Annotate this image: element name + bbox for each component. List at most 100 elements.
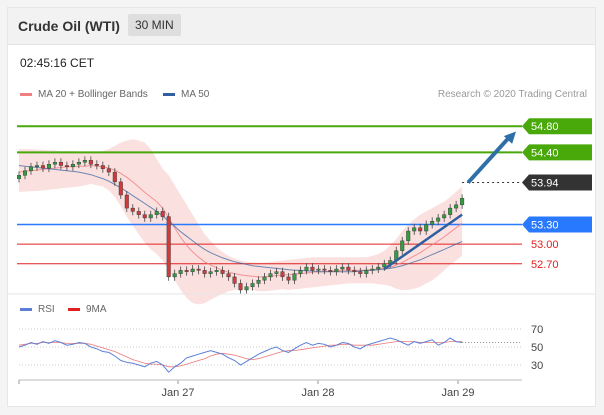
candle-body [184, 270, 189, 272]
candle-body [34, 165, 39, 168]
candle-body [196, 268, 201, 271]
level-label-54.80: 54.80 [531, 121, 559, 133]
level-label-53.30: 53.30 [531, 219, 559, 231]
candle-body [304, 266, 309, 271]
candle-body [244, 286, 249, 291]
candle-body [406, 230, 411, 242]
candle-body [40, 165, 45, 169]
ma50-swatch [163, 93, 175, 96]
rsi-line [18, 337, 463, 373]
bollinger-band [19, 139, 463, 305]
candle-body [76, 162, 81, 165]
candle-body [58, 162, 63, 166]
candle-body [364, 270, 369, 274]
candle-body [328, 270, 333, 272]
ma50-label: MA 50 [181, 89, 210, 100]
candle-body [172, 273, 177, 278]
candle-body [370, 268, 375, 271]
candle-body [352, 270, 357, 272]
candle-body [190, 268, 195, 272]
rsi-tick-label: 30 [531, 360, 543, 372]
ma20-label: MA 20 + Bollinger Bands [38, 89, 148, 100]
candle-body [298, 270, 303, 274]
level-label-52.70: 52.70 [531, 259, 559, 271]
candle-body [292, 273, 297, 281]
ma9-label: 9MA [86, 304, 107, 315]
level-label-53.00: 53.00 [531, 239, 559, 251]
candle-body [136, 211, 141, 215]
candle-body [70, 164, 75, 168]
candle-body [82, 160, 87, 163]
interval-badge[interactable]: 30 MIN [128, 14, 181, 36]
candle-body [262, 276, 267, 281]
candle-body [460, 198, 465, 206]
candle-body [118, 181, 123, 196]
candle-body [28, 166, 33, 171]
candle-body [376, 266, 381, 270]
candle-body [52, 162, 57, 165]
candle-body [142, 214, 147, 219]
rsi-ma9-line [18, 341, 463, 368]
candle-body [340, 266, 345, 270]
legend-rsi: RSI [20, 304, 55, 315]
trendline [383, 213, 463, 271]
candle-body [274, 271, 279, 274]
candle-body [220, 270, 225, 274]
candle-body [310, 266, 315, 271]
rsi-tick-label: 50 [531, 342, 543, 354]
projection-arrow-head [503, 131, 517, 144]
instrument-title: Crude Oil (WTI) [18, 18, 120, 34]
candle-body [17, 175, 22, 179]
level-tag-53.30 [522, 216, 592, 233]
candle-body [424, 224, 429, 232]
ma50-line [18, 165, 463, 273]
candle-body [412, 227, 417, 232]
candle-body [268, 273, 273, 278]
x-tick-label: Jan 27 [161, 387, 194, 399]
candle-body [202, 270, 207, 274]
candle-body [418, 227, 423, 232]
candle-body [358, 271, 363, 274]
candle-body [436, 217, 441, 222]
candle-body [448, 207, 453, 215]
candle-body [160, 211, 165, 217]
level-tag-53.94 [522, 174, 592, 191]
candle-body [382, 263, 387, 268]
candle-body [22, 170, 27, 176]
level-tag-54.80 [522, 118, 592, 135]
candle-body [226, 273, 231, 278]
candle-body [130, 207, 135, 212]
ma9-swatch [68, 308, 80, 311]
candle-body [208, 271, 213, 274]
level-tag-54.40 [522, 144, 592, 161]
candle-body [124, 194, 129, 209]
candle-body [166, 216, 171, 278]
candle-body [238, 283, 243, 291]
candle-body [232, 276, 237, 284]
candle-body [178, 270, 183, 274]
legend-ma20: MA 20 + Bollinger Bands [20, 89, 148, 100]
candle-body [334, 268, 339, 272]
candle-body [316, 268, 321, 271]
candle-body [64, 165, 69, 168]
candle-body [322, 268, 327, 271]
chart-panel: Crude Oil (WTI) 30 MIN 02:45:16 CET MA 2… [7, 7, 596, 407]
timestamp: 02:45:16 CET [20, 56, 95, 70]
candle-body [430, 221, 435, 225]
level-label-54.40: 54.40 [531, 147, 559, 159]
candle-body [148, 214, 153, 219]
candle-body [256, 279, 261, 284]
candle-body [112, 171, 117, 183]
level-label-53.94: 53.94 [531, 178, 559, 190]
candle-body [94, 164, 99, 166]
candle-body [46, 164, 51, 169]
candle-body [106, 168, 111, 173]
candle-body [88, 160, 93, 165]
candle-body [280, 271, 285, 278]
rsi-swatch [20, 308, 32, 311]
candle-body [286, 276, 291, 281]
ma20-swatch [20, 93, 32, 96]
research-credit: Research © 2020 Trading Central [437, 89, 587, 100]
x-tick-label: Jan 28 [301, 387, 334, 399]
